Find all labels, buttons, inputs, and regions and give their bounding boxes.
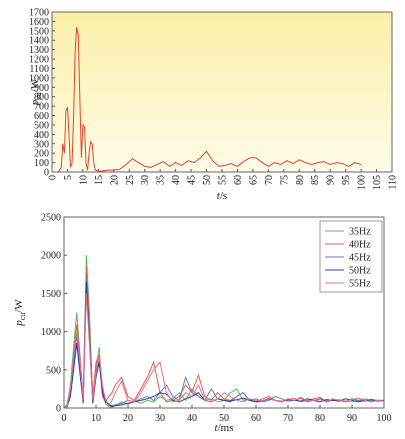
x-tick-label: 110: [388, 175, 399, 190]
x-tick-label: 45: [187, 175, 198, 185]
y-tick-label: 1700: [29, 8, 49, 19]
y-tick-label: 800: [34, 92, 49, 103]
series-line: [63, 293, 385, 409]
x-tick-label: 15: [94, 175, 105, 185]
x-tick-label: 50: [219, 413, 229, 424]
y-tick-label: 200: [34, 149, 49, 160]
x-label-unit: /s: [220, 190, 227, 202]
x-tick-label: 0: [48, 175, 59, 180]
x-tick-label: 65: [248, 175, 259, 185]
y-tick-label: 1300: [29, 45, 49, 56]
legend-label: 45Hz: [349, 253, 371, 264]
x-tick-label: 50: [202, 175, 213, 185]
y-tick-label: 1100: [29, 64, 49, 75]
x-tick-label: 40: [187, 413, 197, 424]
x-label-var: t: [215, 422, 219, 434]
legend-label: 55Hz: [349, 279, 371, 290]
x-tick-label: 60: [251, 413, 261, 424]
y-tick-label: 900: [34, 83, 49, 94]
y-tick-label: 600: [34, 111, 49, 122]
y-tick-label: 400: [34, 130, 49, 141]
x-tick-label: 75: [279, 175, 290, 185]
x-tick-label: 100: [377, 413, 392, 424]
x-tick-label: 30: [155, 413, 165, 424]
y-tick-label: 2000: [41, 251, 61, 262]
y-axis-label: pcu/W: [13, 299, 27, 327]
x-tick-label: 55: [218, 175, 229, 185]
x-tick-label: 0: [62, 413, 67, 424]
x-tick-label: 80: [315, 413, 325, 424]
y-tick-label: 700: [34, 102, 49, 113]
x-tick-label: 10: [91, 413, 101, 424]
y-tick-label: 0: [44, 168, 49, 179]
y-label-unit: /W: [29, 78, 41, 92]
legend-label: 50Hz: [349, 266, 371, 277]
x-tick-label: 105: [372, 175, 383, 190]
y-tick-label: 1000: [41, 327, 61, 338]
y-tick-label: 1600: [29, 17, 49, 28]
y-label-var: p: [29, 99, 41, 106]
x-tick-label: 90: [326, 175, 337, 185]
x-tick-label: 85: [310, 175, 321, 185]
y-tick-label: 1000: [29, 73, 49, 84]
x-axis-label: t/ms: [215, 422, 234, 434]
x-tick-label: 90: [347, 413, 357, 424]
y-tick-label: 2500: [41, 213, 61, 224]
x-tick-label: 35: [156, 175, 167, 185]
x-tick-label: 5: [63, 175, 74, 180]
x-tick-label: 70: [283, 413, 293, 424]
y-label-sub: cu: [34, 92, 43, 100]
y-label-sub: cu: [18, 313, 27, 321]
y-axis-label: pcu/W: [29, 78, 43, 106]
plot-frame: [63, 216, 385, 409]
y-tick-label: 100: [34, 158, 49, 169]
x-tick-label: 100: [357, 175, 368, 190]
legend-label: 35Hz: [349, 227, 371, 238]
x-label-var: t: [217, 190, 221, 202]
series-line: [63, 266, 385, 409]
plot-area: [52, 12, 392, 172]
y-tick-label: 1400: [29, 36, 49, 47]
x-tick-label: 10: [78, 175, 89, 185]
y-tick-label: 500: [34, 120, 49, 131]
y-label-var: p: [13, 320, 25, 327]
y-tick-label: 1500: [29, 26, 49, 37]
y-tick-label: 500: [46, 365, 61, 376]
y-tick-label: 1500: [41, 289, 61, 300]
x-tick-label: 25: [125, 175, 136, 185]
legend-label: 40Hz: [349, 240, 371, 251]
plot-frame: [51, 11, 393, 173]
x-tick-label: 40: [171, 175, 182, 185]
x-tick-label: 80: [295, 175, 306, 185]
y-tick-label: 300: [34, 139, 49, 150]
y-tick-label: 0: [56, 404, 61, 415]
x-tick-label: 20: [109, 175, 120, 185]
x-tick-label: 95: [341, 175, 352, 185]
y-label-unit: /W: [13, 299, 25, 313]
y-tick-label: 1200: [29, 55, 49, 66]
series-line: [52, 27, 362, 173]
x-tick-label: 30: [140, 175, 151, 185]
x-tick-label: 20: [123, 413, 133, 424]
x-tick-label: 60: [233, 175, 244, 185]
x-label-unit: /ms: [218, 422, 234, 434]
x-axis-label: t/s: [217, 190, 227, 202]
x-tick-label: 70: [264, 175, 275, 185]
